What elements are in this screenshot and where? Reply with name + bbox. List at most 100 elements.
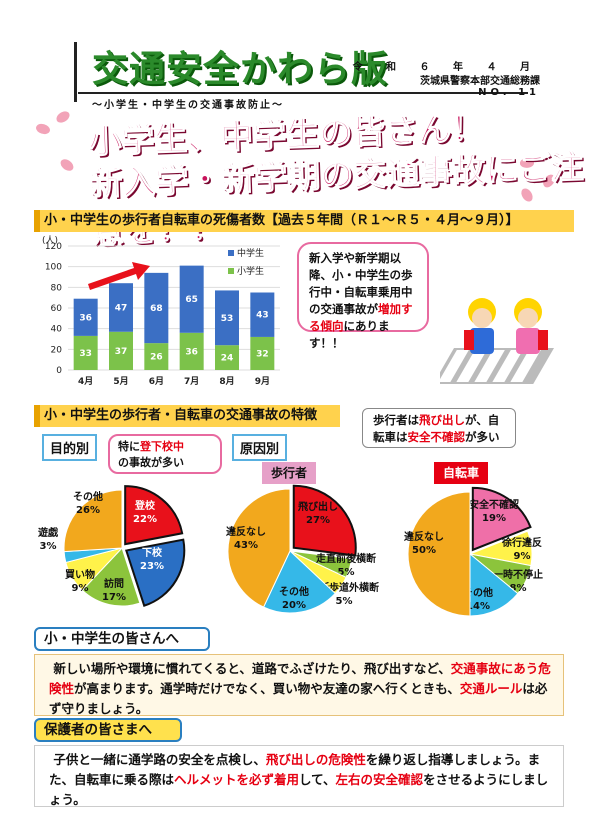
bar-value-label: 68 — [150, 304, 163, 314]
bar-segment — [179, 265, 204, 333]
bar-segment — [215, 290, 239, 346]
pie-slice — [407, 491, 471, 617]
purpose-tag: 目的別 — [42, 434, 98, 461]
pie-slice-label: 買い物 9% — [65, 568, 95, 594]
bar-value-label: 37 — [115, 347, 128, 357]
y-tick-label: 120 — [45, 242, 62, 252]
cause-callout-highlight: 飛び出し — [419, 413, 465, 427]
pie-slice-label: 遊戯 3% — [38, 526, 59, 552]
bar-segment — [144, 343, 169, 370]
pie-slice — [63, 489, 123, 553]
x-tick-label: 5月 — [113, 376, 128, 387]
pie-slice-label: 一時不停止 8% — [493, 568, 543, 594]
pie-slice — [124, 485, 184, 546]
pie-slice-label: 下校 23% — [140, 546, 164, 572]
x-tick-label: 9月 — [255, 376, 270, 387]
pie-slice-label: その他 20% — [279, 585, 309, 611]
bar-value-label: 47 — [115, 303, 128, 313]
issuing-org: 茨城県警察本部交通総務課 — [420, 76, 540, 87]
x-tick-label: 7月 — [184, 376, 199, 387]
trend-highlight: 増加する傾向 — [309, 302, 413, 333]
cause-callout-highlight: 安全不確認 — [407, 430, 466, 444]
pie-slice-label: 徐行違反 9% — [501, 536, 542, 562]
section-title-characteristics: 小・中学生の歩行者・自転車の交通事故の特徴 — [34, 405, 340, 427]
cause-callout: 歩行者は飛び出しが、自転車は安全不確認が多い — [362, 408, 516, 448]
bar-segment — [250, 336, 275, 370]
bar-value-label: 65 — [185, 295, 198, 305]
y-tick-label: 100 — [45, 263, 62, 273]
parents-message-body: 子供と一緒に通学路の安全を点検し、飛び出しの危険性を繰り返し指導しましょう。また… — [34, 745, 564, 807]
kids-highlight: 交通ルール — [459, 681, 523, 696]
x-tick-label: 8月 — [219, 376, 234, 387]
parents-text: して、 — [299, 772, 336, 787]
bar-segment — [109, 331, 133, 370]
parents-text: を繰り返し指導しましょう。また、自転車に乗る際は — [49, 752, 541, 787]
parents-highlight: ヘルメットを必ず着用 — [174, 772, 300, 787]
issue-date: 令 和 ６ 年 ４ 月 — [352, 62, 540, 73]
bar-value-label: 33 — [79, 349, 92, 359]
pie-slice-label: 違反なし 43% — [226, 525, 266, 551]
parents-highlight: 左右の安全確認 — [335, 772, 424, 787]
bar-segment — [179, 332, 204, 370]
pie-slice-label: 違反なし 50% — [404, 530, 444, 556]
bar-segment — [250, 292, 275, 337]
masthead-bar — [74, 42, 77, 102]
legend-label: 小学生 — [237, 265, 264, 277]
pie-slice — [471, 486, 532, 552]
cause-callout-text: が、自転車は — [373, 413, 500, 444]
commute-callout-text: 特に — [118, 440, 140, 453]
masthead-rule — [78, 92, 528, 94]
pie-slice-label: 走直前後横断 5% — [315, 552, 376, 578]
parents-highlight: 飛び出しの危険性 — [265, 752, 366, 767]
casualty-bar-chart: (人) 0 20 40 60 80 100 120 33 36 4月 37 47 5月 26 68 6月 36 65… — [42, 235, 280, 387]
pedestrian-cause-pie-chart: 飛び出し 27%走直前後横断 5%横断歩道外横断 5%その他 20%違反なし 43% — [226, 484, 379, 614]
bar-segment — [144, 272, 169, 344]
masthead-subtitle: ～小学生・中学生の交通事故防止～ — [92, 100, 284, 111]
trend-arrow-icon — [88, 262, 150, 290]
cause-tag: 原因別 — [232, 434, 288, 461]
bar-value-label: 43 — [256, 311, 269, 321]
cause-callout-text: が多い — [465, 430, 500, 444]
parents-message-heading: 保護者の皆さまへ — [34, 718, 182, 742]
children-crossing-illustration — [440, 298, 554, 384]
issue-number: NO. 11 — [478, 87, 540, 98]
commute-callout-text: の事故が多い — [118, 456, 184, 469]
y-tick-label: 20 — [51, 345, 63, 355]
pie-slice-label: その他 26% — [73, 490, 103, 516]
pie-slice — [292, 484, 357, 557]
kids-message-body: 新しい場所や環境に慣れてくると、道路でふざけたり、飛び出すなど、交通事故にあう危… — [34, 654, 564, 716]
commute-callout-highlight: 登下校中 — [140, 440, 184, 453]
bar-segment — [109, 283, 133, 332]
bar-segment — [215, 345, 239, 370]
section-title-casualties: 小・中学生の歩行者自転車の死傷者数【過去５年間（Ｒ１～Ｒ５・４月～９月）】 — [34, 210, 574, 232]
x-tick-label: 6月 — [149, 376, 164, 387]
legend-swatch — [228, 268, 234, 274]
bar-segment — [73, 335, 98, 370]
pie-slice — [262, 550, 336, 614]
pie-slice-label: 訪問 17% — [102, 577, 126, 603]
commute-callout: 特に登下校中の事故が多い — [108, 434, 222, 474]
legend-swatch — [228, 250, 234, 256]
kids-message-heading: 小・中学生の皆さんへ — [34, 627, 210, 651]
purpose-pie-chart: 登校 22% 下校 23% 訪問 17% 買い物 9% 遊戯 3% その他 26% — [38, 485, 186, 607]
parents-text: をさせるようにしましょう。 — [49, 772, 549, 807]
y-tick-label: 0 — [56, 366, 62, 376]
bar-value-label: 53 — [221, 314, 234, 324]
legend-label: 中学生 — [237, 247, 264, 259]
kids-text: 新しい場所や環境に慣れてくると、道路でふざけたり、飛び出すなど、 — [53, 661, 451, 676]
masthead-title: 交通安全かわら版 — [92, 48, 389, 90]
pie-slice — [469, 552, 519, 617]
bar-value-label: 36 — [79, 313, 92, 323]
y-tick-label: 80 — [51, 283, 63, 293]
pie-slice-label: 飛び出し 27% — [297, 500, 338, 526]
trend-text-2: にあります！！ — [309, 319, 390, 350]
bar-value-label: 24 — [221, 354, 234, 364]
pie-slice — [227, 488, 291, 608]
x-tick-label: 4月 — [78, 376, 93, 387]
pedestrian-label: 歩行者 — [262, 462, 316, 484]
pie-charts-layer: 登校 22% 下校 23% 訪問 17% 買い物 9% 遊戯 3% その他 26% 飛び出し 27% 走直… — [38, 484, 543, 617]
y-tick-label: 60 — [51, 304, 63, 314]
kids-highlight: 交通事故にあう危険性 — [49, 661, 551, 696]
y-axis-unit-label: (人) — [42, 235, 58, 246]
pie-slice-label: 登校 22% — [133, 499, 157, 525]
